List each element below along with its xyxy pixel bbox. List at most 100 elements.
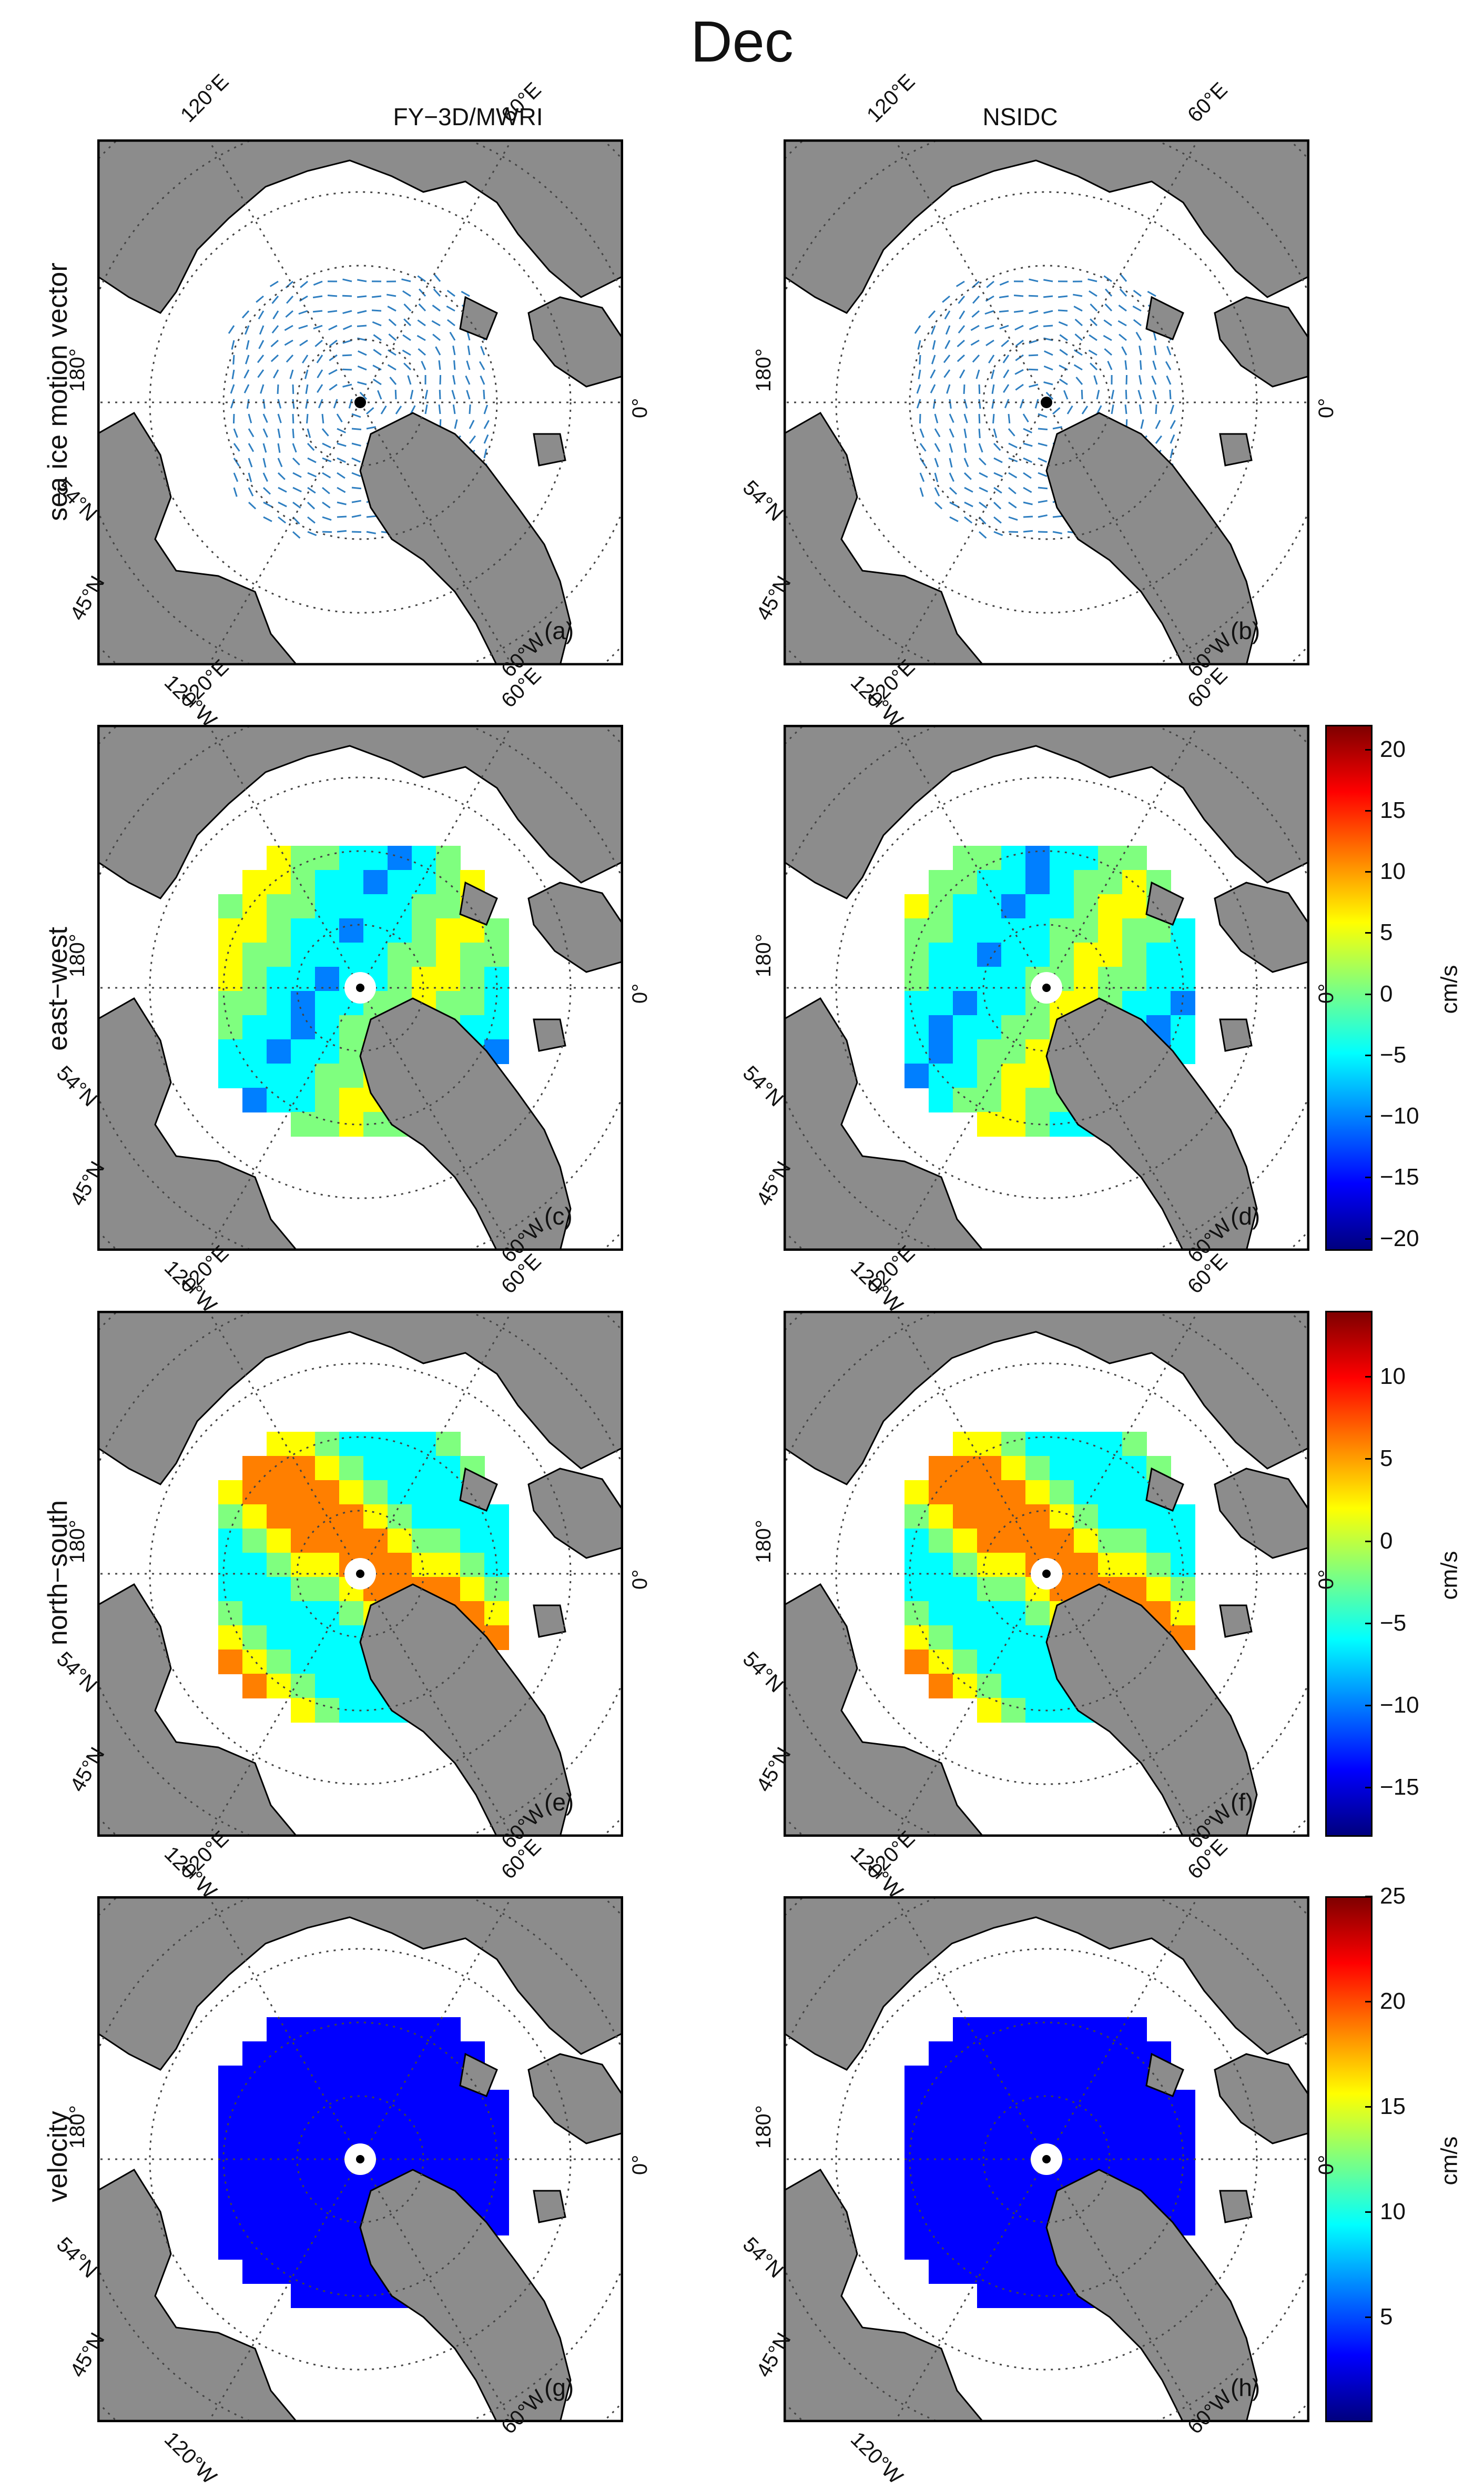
ice-cell bbox=[315, 991, 340, 1016]
ice-cell bbox=[363, 2041, 388, 2066]
ice-cell bbox=[267, 2187, 291, 2211]
ice-cell bbox=[1122, 2017, 1147, 2042]
ice-cell bbox=[1001, 2138, 1026, 2163]
ice-cell bbox=[363, 1504, 388, 1529]
ice-cell bbox=[315, 1456, 340, 1481]
colorbar-tick bbox=[1365, 1458, 1373, 1460]
ice-cell bbox=[977, 2017, 1002, 2042]
motion-vector bbox=[1029, 355, 1038, 356]
ice-cell bbox=[1001, 943, 1026, 967]
lat-label-54n: 54°N bbox=[52, 2233, 101, 2283]
ice-cell bbox=[929, 2259, 953, 2284]
ice-cell bbox=[363, 2017, 388, 2042]
ice-cell bbox=[929, 2187, 953, 2211]
lon-label-0: 0° bbox=[1315, 1570, 1338, 1590]
ice-cell bbox=[363, 1432, 388, 1456]
lon-label-0: 0° bbox=[628, 984, 652, 1004]
ice-cell bbox=[1050, 846, 1074, 871]
ice-cell bbox=[315, 1601, 340, 1626]
ice-cell bbox=[363, 894, 388, 919]
ice-cell bbox=[977, 846, 1002, 871]
ice-cell bbox=[953, 1064, 978, 1088]
ice-cell bbox=[291, 2041, 316, 2066]
lon-label-0: 0° bbox=[1315, 2155, 1338, 2175]
ice-cell bbox=[218, 1601, 243, 1626]
motion-vector bbox=[1038, 429, 1048, 430]
ice-cell bbox=[953, 1650, 978, 1674]
ice-cell bbox=[904, 2066, 929, 2090]
ice-cell bbox=[291, 2162, 316, 2187]
ice-cell bbox=[904, 2235, 929, 2260]
ice-cell bbox=[904, 1577, 929, 1602]
lon-label-0: 0° bbox=[628, 1570, 652, 1590]
ice-cell bbox=[929, 918, 953, 943]
colorbar-tick bbox=[1365, 1238, 1373, 1240]
ice-cell bbox=[1050, 1529, 1074, 1553]
motion-vector bbox=[1126, 375, 1127, 385]
north-pole-marker bbox=[1042, 984, 1051, 992]
ice-cell bbox=[218, 1480, 243, 1505]
ice-cell bbox=[315, 1553, 340, 1577]
ice-cell bbox=[339, 1529, 364, 1553]
ice-cell bbox=[436, 2066, 461, 2090]
motion-vector bbox=[293, 399, 294, 409]
ice-cell bbox=[339, 2017, 364, 2042]
lon-label-0: 0° bbox=[628, 398, 652, 418]
colorbar-tick-label: −10 bbox=[1380, 1694, 1419, 1717]
ice-cell bbox=[363, 2090, 388, 2114]
ice-cell bbox=[904, 1015, 929, 1040]
lon-label-0: 0° bbox=[628, 2155, 652, 2175]
panel-letter: (g) bbox=[544, 2374, 574, 2401]
motion-vector bbox=[979, 414, 980, 423]
colorbar-tick bbox=[1365, 994, 1373, 995]
ice-cell bbox=[977, 918, 1002, 943]
ice-cell bbox=[267, 1064, 291, 1088]
colorbar-tick bbox=[1365, 1623, 1373, 1624]
ice-cell bbox=[218, 2162, 243, 2187]
ice-cell bbox=[436, 2090, 461, 2114]
ice-cell bbox=[1050, 1480, 1074, 1505]
ice-cell bbox=[484, 1553, 509, 1577]
ice-cell bbox=[904, 1480, 929, 1505]
ice-cell bbox=[953, 2211, 978, 2235]
ice-cell bbox=[1001, 1650, 1026, 1674]
ice-cell bbox=[1001, 1601, 1026, 1626]
ice-cell bbox=[904, 918, 929, 943]
ice-cell bbox=[267, 1577, 291, 1602]
ice-cell bbox=[291, 1039, 316, 1064]
ice-cell bbox=[1122, 894, 1147, 919]
ice-cell bbox=[315, 1529, 340, 1553]
ice-cell bbox=[1050, 1456, 1074, 1481]
ice-cell bbox=[904, 1601, 929, 1626]
ice-cell bbox=[1001, 1625, 1026, 1650]
ice-cell bbox=[977, 991, 1002, 1016]
ice-cell bbox=[218, 1577, 243, 1602]
ice-cell bbox=[953, 991, 978, 1016]
ice-cell bbox=[267, 2235, 291, 2260]
ice-cell bbox=[460, 2162, 485, 2187]
ice-cell bbox=[267, 2066, 291, 2090]
ice-cell bbox=[1025, 2235, 1050, 2260]
ice-cell bbox=[339, 2211, 364, 2235]
ice-cell bbox=[1025, 870, 1050, 895]
ice-cell bbox=[1001, 870, 1026, 895]
ice-cell bbox=[929, 894, 953, 919]
ice-cell bbox=[339, 1480, 364, 1505]
ice-cell bbox=[977, 1577, 1002, 1602]
ice-cell bbox=[1001, 918, 1026, 943]
ice-cell bbox=[242, 870, 267, 895]
ice-cell bbox=[436, 2017, 461, 2042]
motion-vector bbox=[372, 310, 381, 311]
ice-cell bbox=[1098, 2017, 1123, 2042]
motion-vector bbox=[1170, 390, 1171, 399]
ice-cell bbox=[977, 2114, 1002, 2139]
panel-letter: (f) bbox=[1231, 1788, 1253, 1816]
ice-cell bbox=[484, 2114, 509, 2139]
ice-cell bbox=[315, 2162, 340, 2187]
ice-cell bbox=[267, 1015, 291, 1040]
lat-label-54n: 54°N bbox=[738, 2233, 788, 2283]
ice-cell bbox=[1050, 918, 1074, 943]
map-panel-east-west-fy3d: (c) bbox=[97, 725, 623, 1251]
ice-cell bbox=[904, 2187, 929, 2211]
ice-cell bbox=[1025, 1601, 1050, 1626]
